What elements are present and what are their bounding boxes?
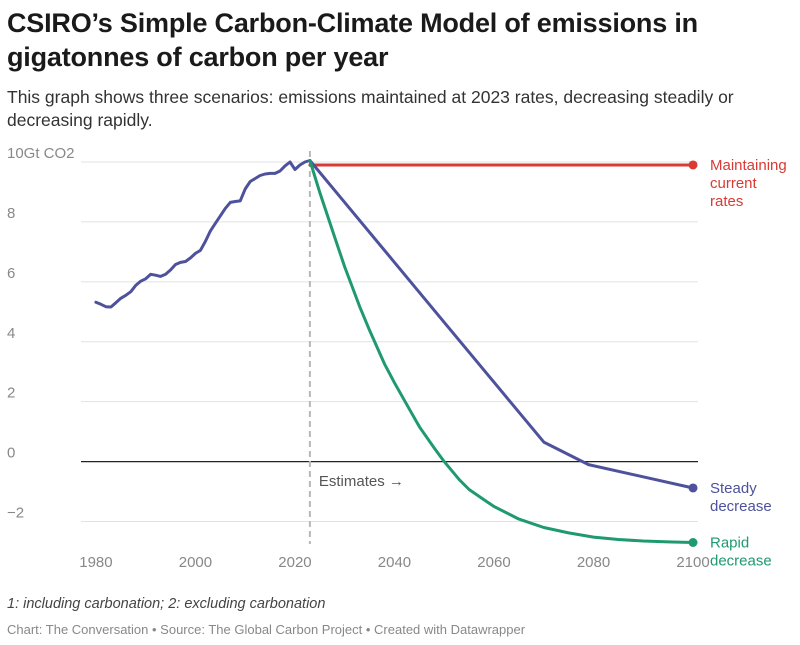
x-tick-label: 2100 bbox=[676, 554, 709, 571]
series-line-steady-decrease bbox=[308, 159, 695, 490]
chart-subtitle: This graph shows three scenarios: emissi… bbox=[7, 87, 734, 130]
y-tick-label: 10Gt CO2 bbox=[7, 145, 75, 162]
y-tick-label: 4 bbox=[7, 325, 15, 342]
x-tick-label: 2000 bbox=[179, 554, 212, 571]
series-label-rapid-decrease: Rapid decrease bbox=[710, 535, 772, 570]
chart-title: CSIRO’s Simple Carbon-Climate Model of e… bbox=[7, 8, 698, 72]
x-tick-label: 2060 bbox=[477, 554, 510, 571]
chart-credits: Chart: The Conversation • Source: The Gl… bbox=[7, 622, 526, 637]
series-line-historical bbox=[94, 159, 312, 309]
y-tick-label: 0 bbox=[7, 445, 15, 462]
series-label-maintaining-current-rates: Maintaining current rates bbox=[710, 157, 787, 210]
y-tick-label: −2 bbox=[7, 505, 24, 522]
series-endpoint-maintaining-current-rates bbox=[688, 160, 698, 170]
x-tick-label: 2080 bbox=[577, 554, 610, 571]
series-label-steady-decrease: Steady decrease bbox=[710, 480, 772, 515]
x-tick-label: 2020 bbox=[278, 554, 311, 571]
x-tick-label: 1980 bbox=[79, 554, 112, 571]
x-tick-label: 2040 bbox=[378, 554, 411, 571]
y-tick-label: 8 bbox=[7, 205, 15, 222]
series-endpoint-steady-decrease bbox=[688, 483, 698, 493]
y-tick-label: 2 bbox=[7, 385, 15, 402]
estimates-annotation: Estimates → bbox=[319, 473, 404, 490]
chart-notes: 1: including carbonation; 2: excluding c… bbox=[7, 596, 326, 612]
series-line-rapid-decrease bbox=[308, 159, 695, 544]
series-endpoint-rapid-decrease bbox=[688, 538, 698, 548]
y-tick-label: 6 bbox=[7, 265, 15, 282]
